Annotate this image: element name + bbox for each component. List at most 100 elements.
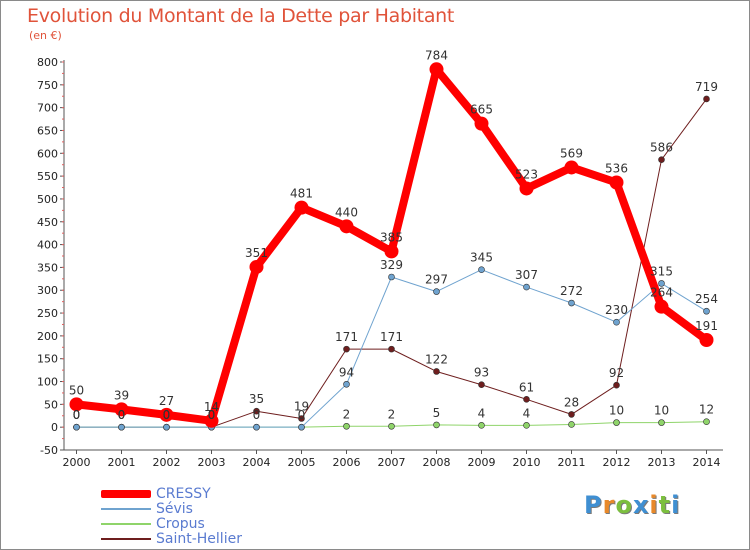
data-label-cropus: 4 [523, 406, 531, 420]
y-tick-label: 350 [37, 261, 58, 274]
data-point-cropus [658, 419, 665, 426]
data-label-saint-hellier: 0 [163, 408, 171, 422]
data-point-cropus [568, 421, 575, 428]
data-point-cressy [429, 62, 444, 77]
data-point-saint-hellier [613, 381, 620, 389]
data-label-sevis: 0 [208, 408, 216, 422]
y-tick-label: 100 [37, 376, 58, 389]
x-tick-label: 2004 [243, 456, 271, 469]
y-tick-label: 0 [51, 421, 58, 434]
logo-letter: i [671, 491, 681, 519]
data-label-saint-hellier: 93 [474, 366, 489, 380]
data-label-saint-hellier: 0 [73, 408, 81, 422]
data-point-sevis [118, 423, 125, 431]
data-point-sevis [163, 423, 170, 431]
data-label-cressy: 39 [114, 388, 129, 402]
data-label-cropus: 5 [433, 406, 441, 420]
data-point-cropus [433, 421, 440, 429]
x-tick-label: 2014 [693, 456, 721, 469]
data-point-cressy [384, 244, 399, 259]
data-point-cressy [294, 200, 309, 215]
legend-label-sevis: Sévis [156, 501, 193, 517]
data-point-sevis [703, 307, 710, 315]
legend-item-sevis: Sévis [101, 501, 193, 517]
y-tick-label: 150 [37, 353, 58, 366]
series-layer [69, 62, 714, 431]
data-point-cropus [343, 422, 350, 430]
legend-swatch-sevis [101, 508, 151, 510]
x-tick-label: 2008 [423, 456, 451, 469]
x-tick-label: 2011 [558, 456, 586, 469]
y-tick-label: 650 [37, 124, 58, 137]
data-label-sevis: 272 [560, 284, 583, 298]
data-point-sevis [568, 299, 575, 307]
data-point-cressy [609, 175, 624, 190]
y-tick-label: 300 [37, 284, 58, 297]
data-label-cressy: 523 [515, 167, 538, 181]
x-tick-label: 2000 [63, 456, 91, 469]
x-tick-label: 2003 [198, 456, 226, 469]
data-label-cropus: 2 [343, 407, 351, 421]
chart-unit: (en €) [29, 29, 62, 42]
logo-letter: t [658, 491, 672, 519]
data-point-sevis [343, 380, 350, 388]
y-tick-label: -50 [40, 444, 58, 457]
data-point-sevis [388, 273, 395, 281]
data-label-sevis: 307 [515, 268, 538, 282]
chart-title: Evolution du Montant de la Dette par Hab… [27, 5, 455, 27]
data-label-cressy: 440 [335, 205, 358, 219]
x-tick-label: 2007 [378, 456, 406, 469]
data-point-cressy [654, 299, 669, 314]
data-label-saint-hellier: 0 [118, 408, 126, 422]
data-label-sevis: 315 [650, 264, 673, 278]
data-label-cropus: 12 [699, 403, 714, 417]
data-point-cressy [564, 160, 579, 175]
data-label-cressy: 784 [425, 48, 448, 62]
data-point-sevis [253, 423, 260, 431]
legend-item-cressy: CRESSY [101, 486, 211, 502]
data-point-saint-hellier [298, 415, 305, 422]
legend-swatch-cropus [101, 523, 151, 525]
data-label-cressy: 536 [605, 162, 628, 176]
data-label-cressy: 50 [69, 383, 84, 397]
data-label-sevis: 254 [695, 292, 718, 306]
data-point-sevis [73, 423, 80, 431]
y-tick-label: 700 [37, 102, 58, 115]
data-point-sevis [478, 266, 485, 273]
y-tick-label: 50 [44, 398, 58, 411]
data-label-sevis: 0 [118, 408, 126, 422]
data-point-cropus [388, 422, 395, 430]
data-label-sevis: 0 [163, 408, 171, 422]
axes: -500501001502002503003504004505005506006… [37, 56, 723, 469]
data-label-saint-hellier: 35 [249, 392, 264, 406]
data-point-saint-hellier [658, 156, 665, 163]
proxiti-logo: Proxiti [584, 491, 680, 519]
x-tick-label: 2005 [288, 456, 316, 469]
data-label-sevis: 0 [298, 408, 306, 422]
data-point-cropus [478, 422, 485, 429]
legend-swatch-cressy [101, 490, 151, 498]
data-point-saint-hellier [343, 345, 350, 353]
data-point-cropus [523, 422, 530, 429]
legend-label-saint-hellier: Saint-Hellier [156, 531, 242, 547]
data-label-saint-hellier: 171 [380, 330, 403, 344]
y-tick-label: 500 [37, 193, 58, 206]
data-label-sevis: 230 [605, 303, 628, 317]
data-label-cressy: 27 [159, 394, 174, 408]
data-label-cressy: 351 [245, 246, 268, 260]
y-tick-label: 250 [37, 307, 58, 320]
data-label-saint-hellier: 61 [519, 380, 534, 394]
x-tick-label: 2009 [468, 456, 496, 469]
data-point-sevis [658, 280, 665, 287]
y-tick-label: 550 [37, 170, 58, 183]
data-point-cressy [339, 219, 354, 234]
data-label-cressy: 385 [380, 230, 403, 244]
data-label-saint-hellier: 719 [695, 80, 718, 94]
data-label-saint-hellier: 92 [609, 366, 624, 380]
logo-letter: i [649, 491, 659, 519]
y-tick-label: 200 [37, 330, 58, 343]
data-label-sevis: 94 [339, 365, 354, 379]
legend-item-cropus: Cropus [101, 516, 205, 532]
